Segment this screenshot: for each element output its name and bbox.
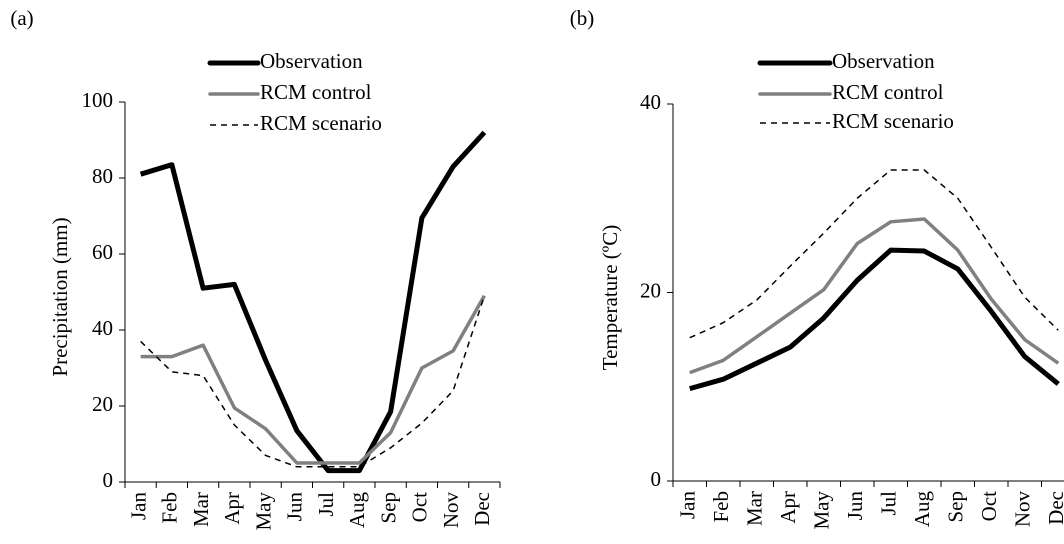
legend-label: Observation <box>260 49 363 73</box>
x-tick-label: Mar <box>743 491 767 526</box>
x-tick-label: Dec <box>1044 491 1064 525</box>
series-line <box>140 294 486 465</box>
x-tick-label: Jun <box>843 491 867 521</box>
legend-label: RCM scenario <box>260 111 382 135</box>
x-tick-label: Feb <box>709 491 733 523</box>
x-tick-label: Apr <box>220 492 244 525</box>
panel-label: (a) <box>10 6 33 30</box>
x-tick-label: Feb <box>158 492 182 524</box>
series-line <box>689 169 1059 339</box>
x-tick-label: Nov <box>1011 491 1035 528</box>
y-axis-title: Precipitation (mm) <box>48 217 72 376</box>
legend-label: RCM scenario <box>832 109 954 133</box>
x-tick-label: Jul <box>877 491 901 516</box>
x-tick-label: Sep <box>376 492 400 524</box>
legend-label: Observation <box>832 49 935 73</box>
x-tick-label: Aug <box>910 491 934 528</box>
series-line <box>689 217 1060 375</box>
y-axis-title: Temperature (ºC) <box>598 225 622 371</box>
x-tick-label: Jun <box>283 492 307 522</box>
y-tick-label: 0 <box>651 467 662 491</box>
x-tick-label: Mar <box>189 492 213 527</box>
y-tick-label: 40 <box>640 90 661 114</box>
series-line <box>139 130 487 474</box>
y-tick-label: 20 <box>92 392 113 416</box>
x-tick-label: Oct <box>408 492 432 522</box>
series-line <box>140 295 486 468</box>
y-tick-label: 80 <box>92 164 113 188</box>
x-tick-label: Dec <box>470 492 494 526</box>
x-tick-label: Nov <box>439 492 463 529</box>
panel-label: (b) <box>570 6 595 30</box>
x-tick-label: Apr <box>776 491 800 524</box>
x-tick-label: May <box>251 492 275 531</box>
y-tick-label: 40 <box>92 316 113 340</box>
x-tick-label: Jan <box>126 492 150 520</box>
x-tick-label: Oct <box>977 491 1001 521</box>
x-tick-label: May <box>810 491 834 530</box>
y-tick-label: 100 <box>82 88 114 112</box>
x-tick-label: Jan <box>676 491 700 519</box>
x-tick-label: Jul <box>314 492 338 517</box>
legend-label: RCM control <box>260 80 372 104</box>
x-tick-label: Sep <box>944 491 968 523</box>
series-line <box>689 247 1060 392</box>
legend-label: RCM control <box>832 80 944 104</box>
y-tick-label: 20 <box>640 278 661 302</box>
y-tick-label: 0 <box>103 468 114 492</box>
y-tick-label: 60 <box>92 240 113 264</box>
x-tick-label: Aug <box>345 492 369 529</box>
